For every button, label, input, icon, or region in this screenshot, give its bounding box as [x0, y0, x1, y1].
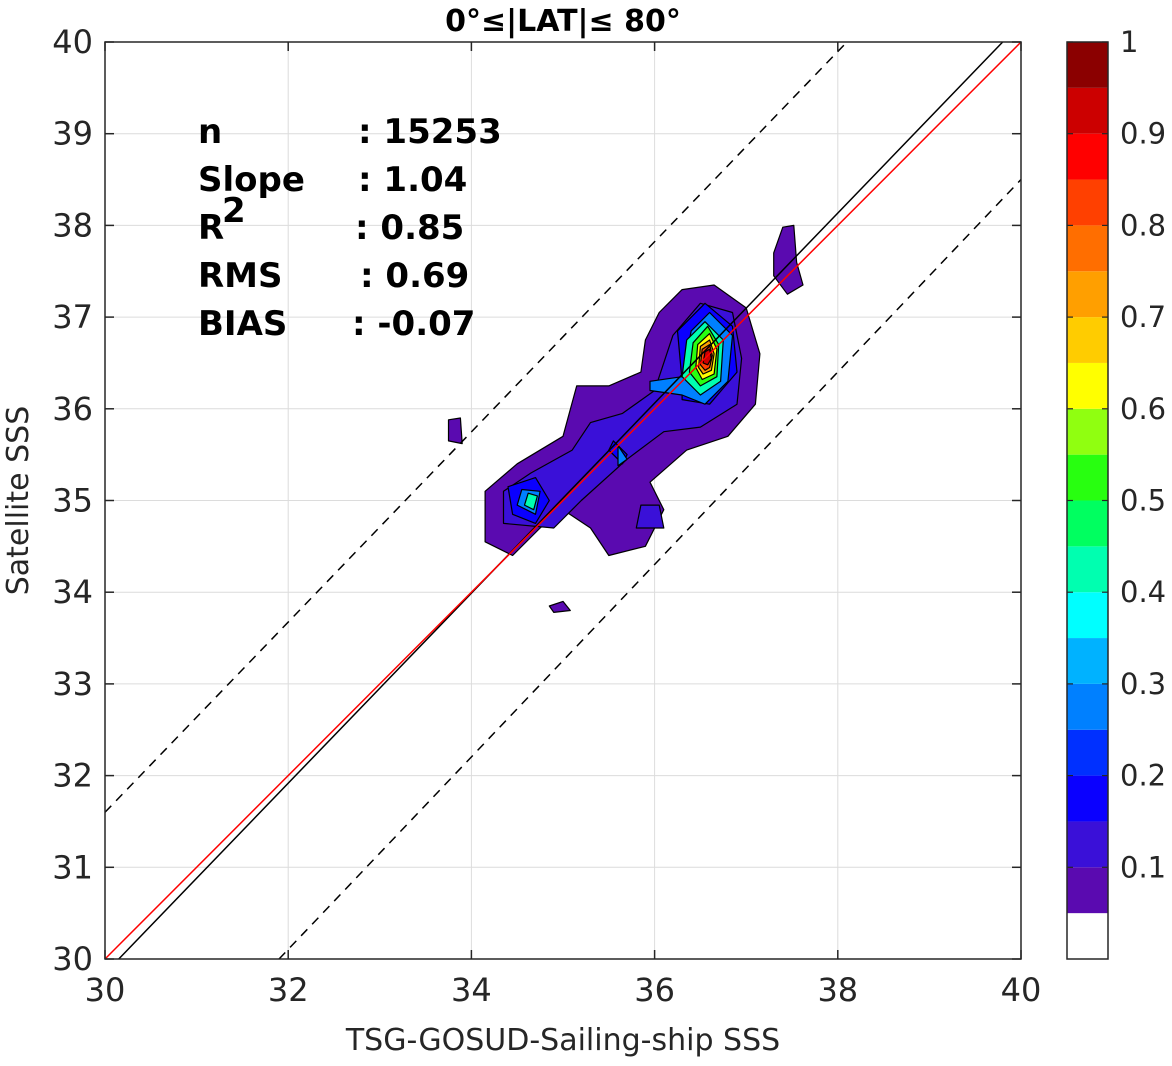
stat-value: : 15253	[358, 112, 502, 152]
x-tick-label: 30	[85, 971, 126, 1009]
x-tick-label: 34	[451, 971, 492, 1009]
colorbar-segment	[1067, 546, 1108, 593]
colorbar-segment	[1067, 133, 1108, 180]
colorbar: 0.1 0.2 0.3 0.4 0.5 0.6 0.7 0.8 0.9 1	[1066, 25, 1166, 960]
y-tick-label: 32	[52, 757, 93, 795]
stat-name: Slope	[198, 160, 305, 200]
colorbar-tick-label: 0.9	[1120, 117, 1166, 151]
colorbar-segment	[1067, 225, 1108, 272]
y-axis-label: Satellite SSS	[1, 406, 36, 596]
y-tick-label: 31	[52, 848, 93, 886]
colorbar-segment	[1067, 729, 1108, 776]
colorbar-segment	[1067, 500, 1108, 547]
density-contour	[635, 504, 665, 529]
colorbar-segment	[1067, 42, 1108, 88]
colorbar-tick-label: 0.5	[1120, 484, 1166, 518]
y-tick-label: 40	[52, 23, 93, 61]
colorbar-segment	[1067, 179, 1108, 226]
x-tick-label: 38	[817, 971, 858, 1009]
y-tick-label: 35	[52, 482, 93, 520]
axis-ticks: 30 32 34 36 38 40 30 31 32 33 34 35 36 37 38 39 40	[52, 23, 1041, 1009]
colorbar-segment	[1067, 683, 1108, 730]
density-contour	[548, 600, 571, 614]
one-to-one-line	[104, 41, 1022, 960]
density-contour	[617, 444, 628, 467]
x-tick-label: 36	[634, 971, 675, 1009]
colorbar-tick-label: 1	[1120, 25, 1138, 59]
colorbar-tick-label: 0.8	[1120, 208, 1166, 242]
density-contours	[447, 224, 804, 614]
y-tick-label: 37	[52, 298, 93, 336]
stat-value: : 0.85	[355, 208, 464, 248]
colorbar-segment	[1067, 913, 1108, 959]
colorbar-segment	[1067, 408, 1108, 455]
colorbar-segment	[1067, 821, 1108, 868]
reference-lines	[104, 41, 1022, 960]
y-tick-label: 39	[52, 115, 93, 153]
stat-value: : -0.07	[352, 304, 475, 344]
colorbar-segment	[1067, 867, 1108, 914]
statistics-box: n : 15253 Slope : 1.04 R2 : 0.85 RMS : 0.69 BIAS…	[198, 112, 502, 344]
y-tick-label: 34	[52, 573, 93, 611]
colorbar-tick-label: 0.1	[1120, 850, 1166, 884]
stat-name: n	[198, 112, 222, 152]
x-tick-label: 32	[268, 971, 309, 1009]
y-tick-label: 30	[52, 940, 93, 978]
colorbar-segment	[1067, 317, 1108, 363]
chart-title: 0°≤|LAT|≤ 80°	[445, 4, 681, 39]
colorbar-tick-label: 0.4	[1120, 575, 1166, 609]
stat-value: : 0.69	[360, 256, 469, 296]
stat-value: : 1.04	[358, 160, 467, 200]
x-axis-label: TSG-GOSUD-Sailing-ship SSS	[345, 1023, 780, 1058]
density-contour	[773, 224, 804, 295]
dashed-bound-line	[104, 41, 848, 813]
y-tick-label: 36	[52, 390, 93, 428]
x-tick-label: 40	[1001, 971, 1042, 1009]
colorbar-tick-label: 0.7	[1120, 300, 1166, 334]
colorbar-segment	[1067, 592, 1108, 639]
colorbar-segment	[1067, 362, 1108, 409]
colorbar-segment	[1067, 638, 1108, 684]
density-contour	[447, 417, 463, 445]
colorbar-segment	[1067, 454, 1108, 501]
stat-name: R	[198, 208, 224, 248]
colorbar-segment	[1067, 87, 1108, 134]
colorbar-tick-label: 0.2	[1120, 759, 1166, 793]
stat-name: BIAS	[198, 304, 287, 344]
stat-superscript: 2	[222, 191, 246, 231]
y-tick-label: 33	[52, 665, 93, 703]
colorbar-tick-label: 0.6	[1120, 392, 1166, 426]
colorbar-segment	[1067, 271, 1108, 318]
colorbar-segment	[1067, 775, 1108, 822]
stat-name: RMS	[198, 256, 283, 296]
density-contour	[523, 492, 539, 511]
colorbar-tick-label: 0.3	[1120, 667, 1166, 701]
dashed-bound-line	[278, 179, 1022, 960]
regression-line	[118, 41, 1004, 960]
y-tick-label: 38	[52, 206, 93, 244]
